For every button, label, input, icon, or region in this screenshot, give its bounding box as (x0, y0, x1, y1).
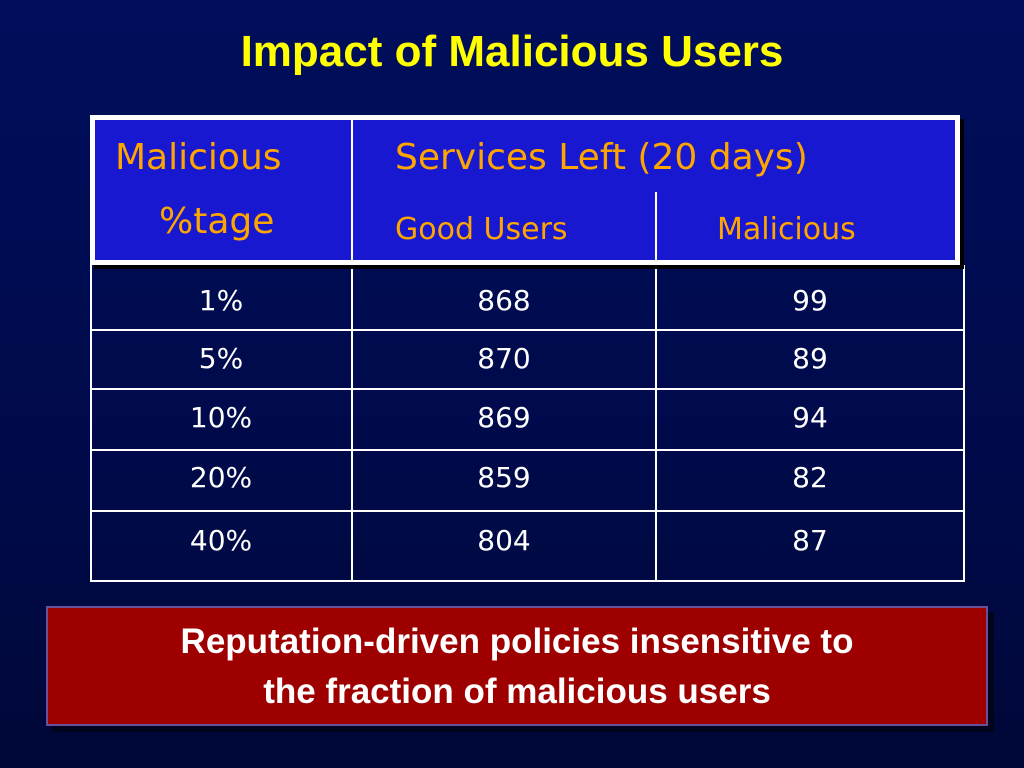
header-malicious: Malicious (717, 212, 856, 247)
cell-malicious: 99 (792, 284, 828, 317)
table-divider-1 (351, 265, 353, 582)
header-malicious-line2: %tage (159, 201, 275, 242)
cell-pct: 5% (198, 342, 244, 375)
header-divider-2 (655, 192, 657, 260)
row-divider (90, 329, 965, 331)
header-good-users: Good Users (395, 212, 568, 247)
cell-pct: 20% (189, 461, 253, 494)
header-services-left: Services Left (20 days) (395, 137, 808, 178)
cell-good: 870 (477, 342, 531, 375)
table-header: Malicious %tage Services Left (20 days) … (90, 115, 960, 265)
callout-line-1: Reputation-driven policies insensitive t… (180, 622, 854, 661)
row-divider (90, 510, 965, 512)
header-malicious-line1: Malicious (115, 137, 282, 178)
row-divider (90, 449, 965, 451)
cell-malicious: 89 (792, 342, 828, 375)
row-divider (90, 388, 965, 390)
callout-line-2: the fraction of malicious users (263, 672, 771, 711)
cell-good: 869 (477, 401, 531, 434)
header-divider-1 (351, 120, 353, 260)
cell-good: 804 (477, 524, 531, 557)
table-right-border (963, 265, 965, 582)
cell-pct: 10% (189, 401, 253, 434)
table-left-border (90, 265, 92, 582)
results-table: Malicious %tage Services Left (20 days) … (90, 115, 966, 582)
slide-title: Impact of Malicious Users (240, 27, 784, 76)
cell-malicious: 94 (792, 401, 828, 434)
conclusion-callout: Reputation-driven policies insensitive t… (46, 606, 988, 726)
cell-malicious: 87 (792, 524, 828, 557)
table-divider-2 (655, 265, 657, 582)
table-bottom-border (90, 580, 965, 582)
cell-good: 859 (477, 461, 531, 494)
cell-malicious: 82 (792, 461, 828, 494)
cell-good: 868 (477, 284, 531, 317)
cell-pct: 40% (189, 524, 253, 557)
cell-pct: 1% (198, 284, 244, 317)
